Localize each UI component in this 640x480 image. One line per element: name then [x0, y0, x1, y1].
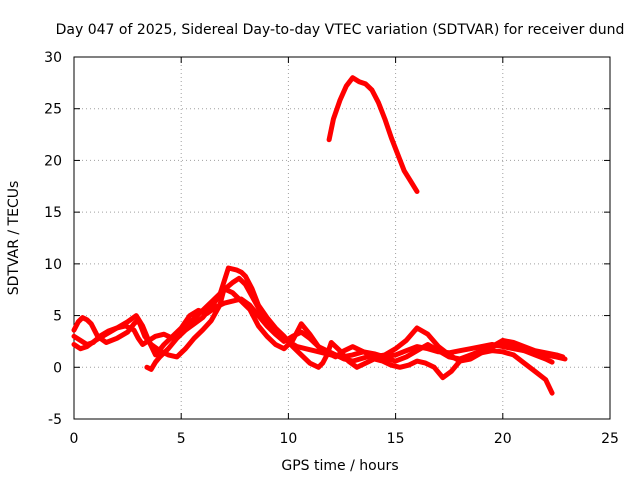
x-tick-label: 5 [177, 431, 186, 447]
grid-lines [74, 57, 610, 419]
y-tick-label: 5 [53, 309, 62, 325]
x-tick-label: 20 [494, 431, 512, 447]
y-tick-label: 25 [44, 102, 62, 118]
x-tick-label: 0 [70, 431, 79, 447]
y-tick-label: 20 [44, 153, 62, 169]
chart-title: Day 047 of 2025, Sidereal Day-to-day VTE… [56, 22, 625, 38]
y-tick-label: 15 [44, 205, 62, 221]
series-line-track-e [326, 75, 420, 194]
y-tick-label: 30 [44, 50, 62, 66]
plot-frame [73, 56, 611, 420]
y-tick-label: -5 [48, 412, 62, 428]
x-tick-label: 15 [387, 431, 405, 447]
series-line-track-d [144, 265, 555, 396]
x-tick-label: 25 [601, 431, 619, 447]
y-tick-label: 0 [53, 360, 62, 376]
y-tick-label: 10 [44, 257, 62, 273]
axis-ticks: 0 5 10 15 20 25 -5 0 5 10 15 20 25 30 [44, 50, 619, 447]
x-axis-label: GPS time / hours [281, 458, 398, 474]
data-series [71, 75, 568, 396]
y-axis-label: SDTVAR / TECUs [6, 181, 22, 296]
x-tick-label: 10 [279, 431, 297, 447]
